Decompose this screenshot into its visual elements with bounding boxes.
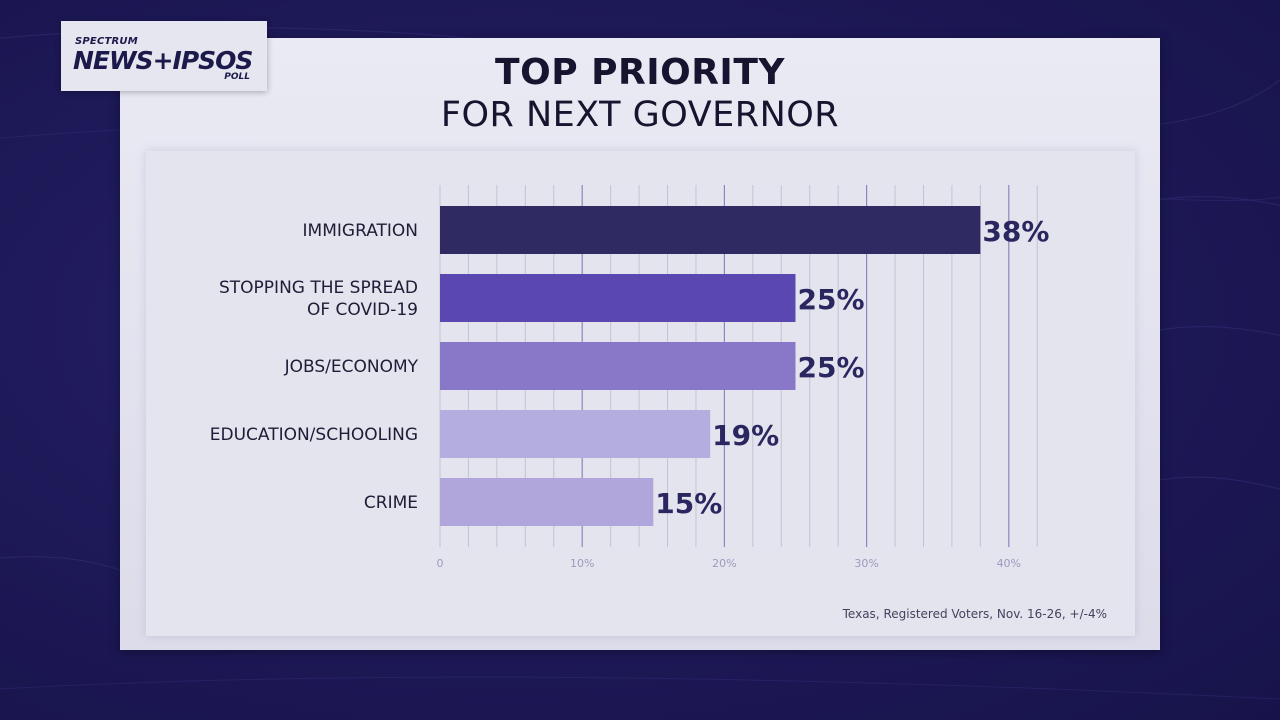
x-tick-label: 30%: [854, 557, 878, 570]
chart-subtitle: FOR NEXT GOVERNOR: [440, 95, 840, 135]
value-label: 19%: [712, 419, 779, 452]
x-tick-label: 20%: [712, 557, 736, 570]
x-tick-label: 10%: [570, 557, 594, 570]
bar-chart: 0 10% 20% 30% 40% IMMIGRATION 38% STOPPING THE …: [210, 185, 1049, 570]
category-label: JOBS/ECONOMY: [284, 357, 419, 377]
bar: [440, 478, 654, 526]
value-label: 38%: [982, 215, 1049, 248]
bar: [440, 342, 796, 390]
logo-main-text: NEWS+IPSOS: [73, 46, 253, 75]
category-label: OF COVID-19: [307, 300, 418, 320]
bar: [440, 410, 711, 458]
category-label: CRIME: [364, 493, 418, 513]
category-label: STOPPING THE SPREAD: [219, 278, 418, 298]
logo-bottom-text: POLL: [224, 72, 250, 82]
value-label: 25%: [798, 351, 865, 384]
bar: [440, 206, 981, 254]
value-label: 15%: [655, 487, 722, 520]
bar: [440, 274, 796, 322]
logo-top-text: SPECTRUM: [75, 36, 138, 47]
chart-area: 0 10% 20% 30% 40% IMMIGRATION 38% STOPPING THE …: [146, 151, 1135, 636]
x-tick-label: 0: [437, 557, 444, 570]
category-label: IMMIGRATION: [303, 221, 418, 241]
spectrum-ipsos-logo: SPECTRUM NEWS+IPSOS POLL: [61, 21, 267, 91]
category-label: EDUCATION/SCHOOLING: [210, 425, 418, 445]
value-label: 25%: [798, 283, 865, 316]
x-tick-label: 40%: [997, 557, 1021, 570]
chart-title: TOP PRIORITY: [495, 52, 785, 93]
footnote: Texas, Registered Voters, Nov. 16-26, +/…: [842, 607, 1107, 621]
